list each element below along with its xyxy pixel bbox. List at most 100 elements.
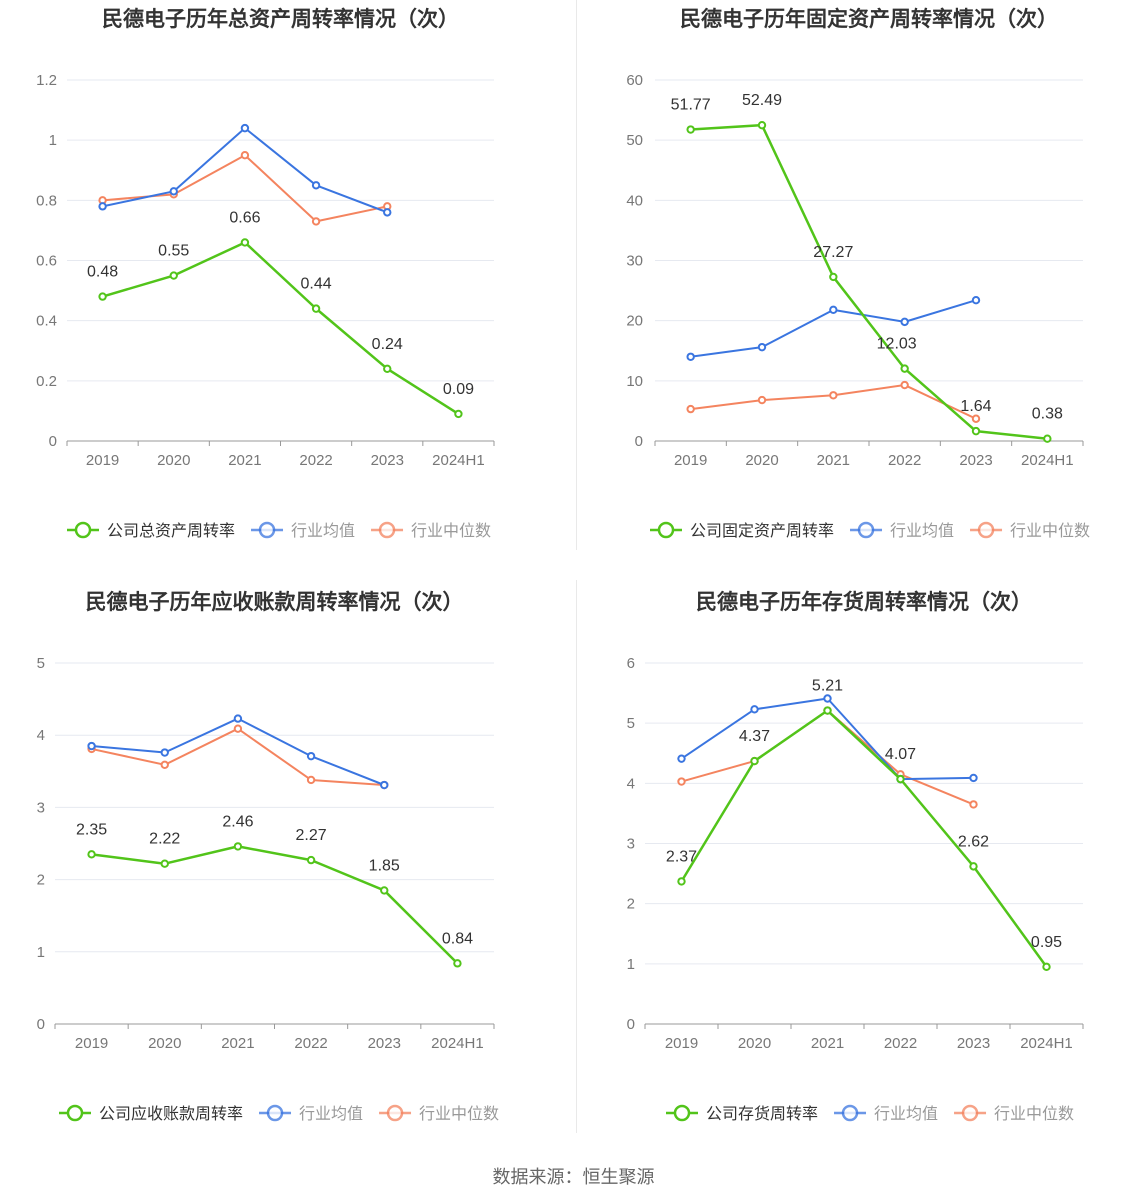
data-point-company[interactable]	[240, 238, 250, 247]
x-tick-label: 2022	[294, 1035, 327, 1052]
data-point-company[interactable]	[98, 292, 107, 301]
x-tick-label: 2020	[148, 1035, 181, 1052]
legend-item-company[interactable]: 公司总资产周转率	[67, 521, 235, 540]
data-label: 1.85	[369, 857, 400, 874]
data-point-company[interactable]	[686, 125, 695, 134]
chart-svg: 民德电子历年应收账款周转率情况（次） 0 1 2 3 4 5 2019 2020 2021 2022…	[37, 590, 499, 1123]
data-label: 0.09	[443, 381, 474, 398]
data-point-median[interactable]	[900, 380, 909, 390]
data-label: 0.44	[301, 276, 332, 293]
data-point-company[interactable]	[677, 877, 686, 886]
data-point-avg[interactable]	[750, 705, 759, 714]
data-point-company[interactable]	[306, 855, 316, 865]
legend-label: 行业中位数	[1010, 522, 1090, 540]
y-tick-label: 0	[37, 1016, 45, 1033]
legend-item-median[interactable]: 行业中位数	[371, 521, 491, 540]
legend-marker-icon	[673, 1104, 691, 1122]
data-point-avg[interactable]	[311, 181, 321, 190]
data-point-avg[interactable]	[160, 748, 169, 757]
chart-title: 民德电子历年固定资产周转率情况（次）	[680, 7, 1058, 31]
y-tick-label: 1	[49, 132, 57, 149]
y-tick-label: 40	[626, 192, 643, 209]
data-point-avg[interactable]	[87, 741, 96, 751]
legend-marker-icon	[378, 521, 396, 539]
data-point-median[interactable]	[677, 777, 686, 786]
data-point-company[interactable]	[1043, 434, 1052, 443]
legend-label: 行业均值	[299, 1105, 363, 1123]
data-point-avg[interactable]	[380, 780, 389, 790]
chart-svg: 民德电子历年固定资产周转率情况（次） 0 10 20 30 40 50 60 2019 2020 2…	[626, 7, 1090, 540]
data-point-company[interactable]	[823, 706, 832, 715]
data-point-company[interactable]	[1042, 962, 1051, 972]
data-point-avg[interactable]	[971, 296, 981, 305]
legend-item-avg[interactable]: 行业均值	[834, 1104, 938, 1123]
y-tick-label: 3	[627, 836, 635, 853]
y-tick-label: 1	[37, 944, 45, 961]
data-point-company[interactable]	[454, 409, 463, 419]
data-point-avg[interactable]	[240, 123, 250, 133]
data-point-avg[interactable]	[969, 773, 978, 783]
data-point-company[interactable]	[971, 426, 981, 436]
x-tick-label: 2019	[665, 1035, 698, 1052]
data-point-median[interactable]	[233, 724, 243, 733]
data-point-avg[interactable]	[900, 317, 909, 327]
data-point-avg[interactable]	[233, 714, 243, 723]
data-point-median[interactable]	[757, 395, 767, 405]
data-point-company[interactable]	[233, 842, 243, 851]
legend-label: 公司应收账款周转率	[99, 1104, 243, 1123]
legend-item-median[interactable]: 行业中位数	[954, 1104, 1074, 1123]
data-point-company[interactable]	[311, 304, 321, 313]
data-point-company[interactable]	[750, 756, 759, 766]
data-point-median[interactable]	[971, 414, 981, 423]
y-tick-label: 0.4	[36, 313, 57, 330]
data-label: 2.27	[296, 827, 327, 844]
data-point-median[interactable]	[240, 151, 250, 160]
legend-item-company[interactable]: 公司存货周转率	[666, 1104, 818, 1123]
data-point-median[interactable]	[306, 775, 316, 785]
data-point-avg[interactable]	[98, 202, 107, 211]
data-point-median[interactable]	[160, 760, 169, 770]
legend-item-median[interactable]: 行业中位数	[379, 1104, 499, 1123]
legend-item-avg[interactable]: 行业均值	[850, 521, 954, 540]
x-tick-label: 2022	[888, 452, 921, 469]
data-point-company[interactable]	[896, 774, 905, 784]
legend-item-avg[interactable]: 行业均值	[251, 521, 355, 540]
data-point-company[interactable]	[87, 850, 96, 859]
data-point-median[interactable]	[686, 404, 695, 414]
x-tick-label: 2021	[811, 1035, 844, 1052]
x-tick-label: 2021	[221, 1035, 254, 1052]
data-point-company[interactable]	[160, 859, 169, 868]
data-point-company[interactable]	[969, 862, 978, 871]
chart-panel-fixed-asset-turnover: 民德电子历年固定资产周转率情况（次） 0 10 20 30 40 50 60 2019 2020 2…	[574, 0, 1147, 583]
data-point-median[interactable]	[829, 391, 838, 400]
data-point-company[interactable]	[829, 272, 838, 282]
data-point-avg[interactable]	[829, 305, 838, 315]
data-point-company[interactable]	[757, 120, 767, 130]
data-label: 2.22	[149, 831, 180, 848]
data-point-avg[interactable]	[823, 694, 832, 703]
data-point-company[interactable]	[383, 364, 392, 373]
legend-marker-icon	[857, 521, 875, 539]
legend-item-avg[interactable]: 行业均值	[259, 1104, 363, 1123]
data-point-avg[interactable]	[169, 187, 178, 196]
data-point-avg[interactable]	[383, 208, 392, 217]
data-point-company[interactable]	[169, 271, 178, 280]
data-point-median[interactable]	[311, 217, 321, 226]
data-point-avg[interactable]	[677, 754, 686, 763]
data-point-company[interactable]	[900, 364, 909, 373]
legend-item-median[interactable]: 行业中位数	[970, 521, 1090, 540]
data-point-company[interactable]	[453, 959, 462, 968]
data-point-avg[interactable]	[757, 342, 767, 352]
data-point-median[interactable]	[969, 800, 978, 809]
legend-item-company[interactable]: 公司应收账款周转率	[59, 1104, 243, 1123]
series-line-median	[690, 384, 977, 420]
data-point-avg[interactable]	[686, 352, 695, 361]
x-tick-label: 2024H1	[432, 452, 485, 469]
data-point-company[interactable]	[380, 886, 389, 895]
y-tick-label: 0	[49, 433, 57, 450]
data-point-avg[interactable]	[306, 751, 316, 761]
data-label: 2.62	[958, 833, 989, 850]
legend-item-company[interactable]: 公司固定资产周转率	[650, 521, 834, 540]
data-label: 12.03	[877, 336, 917, 353]
x-tick-label: 2019	[86, 452, 119, 469]
